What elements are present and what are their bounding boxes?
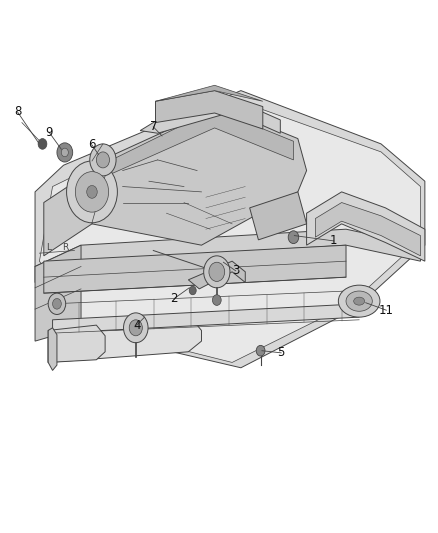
Polygon shape [92, 107, 307, 245]
Circle shape [67, 161, 117, 223]
Text: 6: 6 [88, 139, 96, 151]
Circle shape [209, 262, 225, 281]
Ellipse shape [346, 291, 372, 311]
Polygon shape [39, 99, 420, 362]
Circle shape [87, 185, 97, 198]
Text: 1: 1 [330, 235, 338, 247]
Circle shape [204, 256, 230, 288]
Text: L: L [46, 244, 52, 252]
Polygon shape [188, 261, 245, 289]
Circle shape [38, 139, 47, 149]
Circle shape [96, 152, 110, 168]
Circle shape [288, 231, 299, 244]
Ellipse shape [338, 285, 380, 317]
Text: 4: 4 [133, 319, 141, 332]
Polygon shape [35, 91, 425, 368]
Text: 5: 5 [278, 346, 285, 359]
Circle shape [212, 295, 221, 305]
Circle shape [53, 298, 61, 309]
Text: 11: 11 [379, 304, 394, 317]
Polygon shape [35, 229, 420, 282]
Polygon shape [315, 203, 420, 256]
Ellipse shape [353, 297, 364, 305]
Polygon shape [48, 328, 57, 370]
Text: 9: 9 [45, 126, 53, 139]
Polygon shape [155, 91, 263, 129]
Polygon shape [101, 109, 293, 179]
Circle shape [256, 345, 265, 356]
Polygon shape [44, 171, 92, 256]
Text: 2: 2 [170, 292, 178, 305]
Text: 8: 8 [14, 106, 21, 118]
Polygon shape [53, 304, 359, 333]
Polygon shape [307, 192, 425, 261]
Circle shape [61, 148, 68, 157]
Text: R: R [62, 244, 68, 252]
Polygon shape [155, 85, 263, 101]
Polygon shape [250, 192, 307, 240]
Text: 3: 3 [232, 264, 239, 277]
Circle shape [124, 313, 148, 343]
Text: 7: 7 [149, 120, 157, 133]
Circle shape [189, 286, 196, 295]
Circle shape [129, 320, 142, 336]
Polygon shape [48, 325, 105, 362]
Circle shape [75, 172, 109, 212]
Circle shape [48, 293, 66, 314]
Polygon shape [44, 245, 346, 293]
Polygon shape [140, 99, 280, 133]
Polygon shape [48, 320, 201, 362]
Polygon shape [35, 245, 81, 341]
Circle shape [90, 144, 116, 176]
Circle shape [57, 143, 73, 162]
